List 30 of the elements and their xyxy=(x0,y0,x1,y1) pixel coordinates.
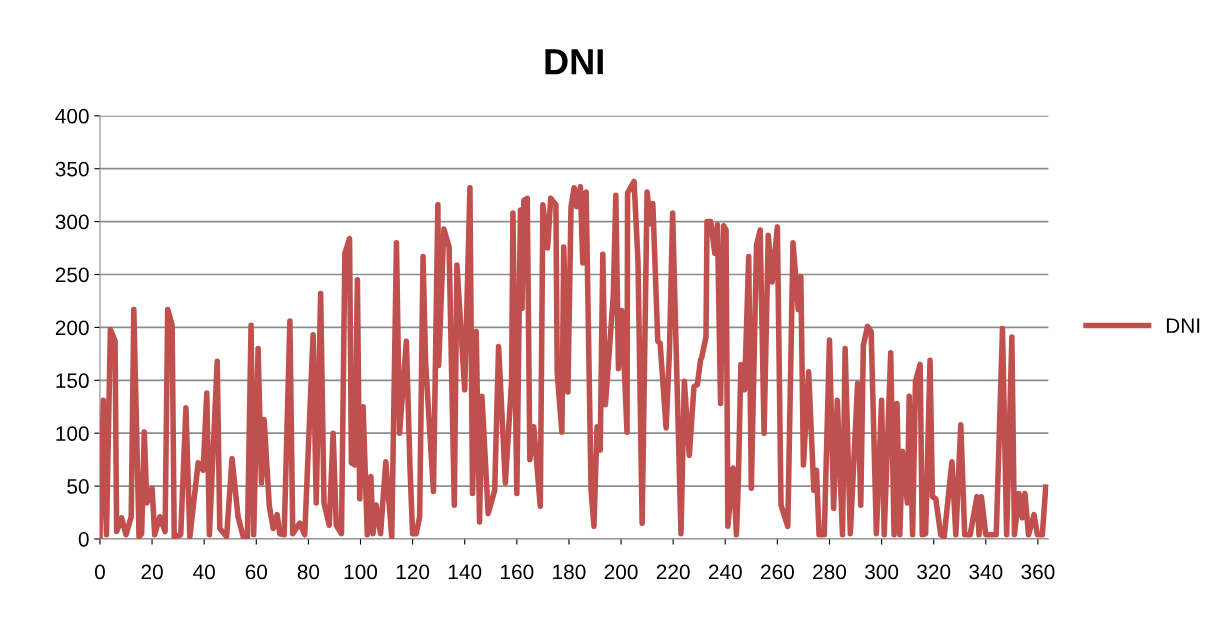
x-tick-label: 280 xyxy=(813,564,847,580)
x-tick-label: 260 xyxy=(761,564,794,580)
y-tick-label: 0 xyxy=(78,531,89,547)
y-tick-label: 400 xyxy=(55,108,89,124)
y-tick-label: 200 xyxy=(55,320,89,336)
x-tick-label: 40 xyxy=(193,564,215,580)
y-tick-label: 350 xyxy=(55,161,89,177)
x-tick-label: 220 xyxy=(656,564,690,580)
x-tick-label: 160 xyxy=(501,564,534,580)
x-tick-label: 360 xyxy=(1021,564,1055,580)
y-tick-label: 100 xyxy=(56,426,89,441)
x-tick-label: 320 xyxy=(917,564,951,580)
legend-label: DNI xyxy=(1166,318,1200,333)
x-tick-label: 60 xyxy=(245,564,268,580)
x-tick-label: 340 xyxy=(969,564,1003,580)
x-tick-label: 20 xyxy=(141,564,163,580)
x-tick-label: 140 xyxy=(448,564,482,580)
x-tick-label: 300 xyxy=(865,564,899,580)
x-tick-label: 100 xyxy=(344,564,378,580)
x-tick-label: 180 xyxy=(553,564,586,580)
x-tick-label: 200 xyxy=(604,564,638,580)
x-tick-label: 0 xyxy=(94,564,105,580)
y-tick-label: 300 xyxy=(55,214,89,230)
y-tick-label: 250 xyxy=(55,267,89,283)
y-tick-label: 150 xyxy=(56,373,89,389)
chart-title: DNI xyxy=(545,49,603,75)
x-tick-label: 80 xyxy=(297,564,320,580)
x-tick-label: 120 xyxy=(396,564,430,580)
y-tick-label: 50 xyxy=(67,479,89,494)
x-tick-label: 240 xyxy=(708,564,742,580)
